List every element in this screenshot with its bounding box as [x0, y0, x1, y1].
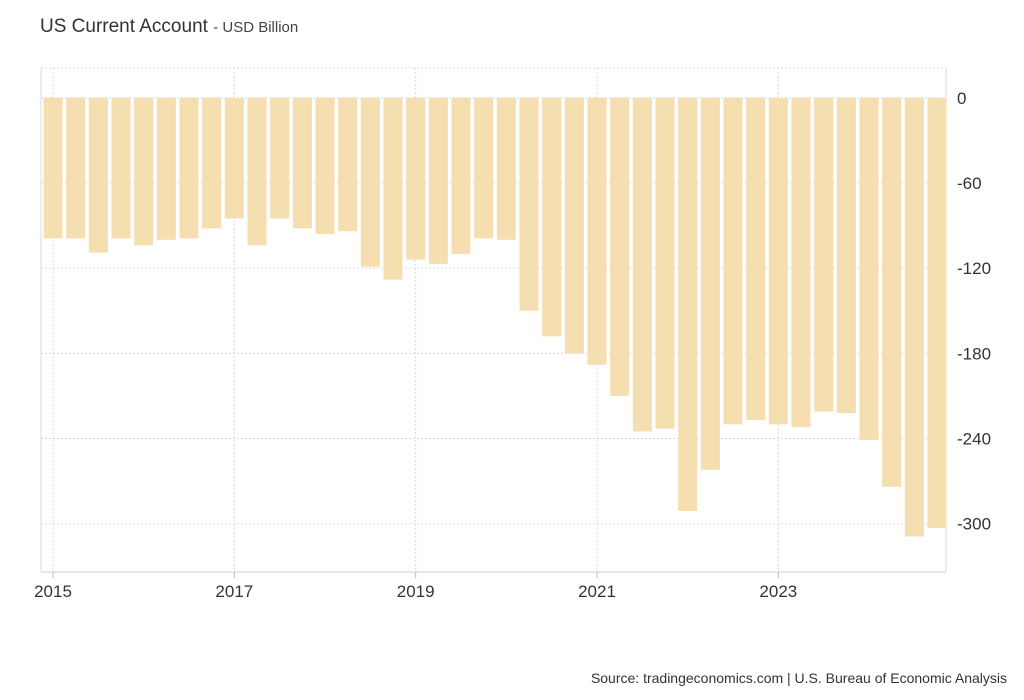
bar: [632, 97, 652, 432]
bar: [179, 97, 199, 239]
bar: [428, 97, 448, 264]
bar: [43, 97, 63, 239]
bar: [655, 97, 675, 429]
x-tick-label: 2023: [759, 582, 797, 601]
y-tick-label: -300: [957, 515, 991, 534]
bar: [315, 97, 335, 235]
x-tick-label: 2015: [34, 582, 72, 601]
bar: [88, 97, 108, 253]
bar: [134, 97, 154, 246]
x-tick-label: 2019: [397, 582, 435, 601]
y-tick-label: -60: [957, 174, 982, 193]
bar: [564, 97, 584, 354]
bar: [156, 97, 176, 240]
y-tick-label: -180: [957, 344, 991, 363]
bar: [723, 97, 743, 425]
bar: [791, 97, 811, 428]
bar: [836, 97, 856, 413]
bar: [927, 97, 947, 528]
bar: [859, 97, 879, 440]
bar: [519, 97, 539, 311]
bar: [292, 97, 312, 229]
bar: [451, 97, 471, 254]
bar: [587, 97, 607, 365]
x-tick-label: 2021: [578, 582, 616, 601]
bar: [496, 97, 516, 240]
bar: [66, 97, 86, 239]
bar: [224, 97, 244, 219]
bar: [383, 97, 403, 280]
bar: [610, 97, 630, 396]
y-tick-label: 0: [957, 89, 966, 108]
bar: [202, 97, 222, 229]
bar: [746, 97, 766, 421]
bar: [406, 97, 426, 260]
y-tick-label: -120: [957, 259, 991, 278]
bar: [814, 97, 834, 412]
bar: [338, 97, 358, 232]
y-tick-label: -240: [957, 430, 991, 449]
bar: [542, 97, 562, 337]
bar: [700, 97, 720, 470]
chart-title-text: US Current Account: [40, 16, 208, 37]
bar: [678, 97, 698, 511]
bar: [882, 97, 902, 487]
source-note: Source: tradingeconomics.com | U.S. Bure…: [590, 670, 1007, 686]
bar: [474, 97, 494, 239]
chart-subtitle: - USD Billion: [213, 19, 299, 36]
x-tick-label: 2017: [215, 582, 253, 601]
bar: [247, 97, 267, 246]
bar: [111, 97, 131, 239]
chart-title: US Current Account - USD Billion: [40, 16, 298, 38]
bar: [904, 97, 924, 537]
bar: [768, 97, 788, 425]
bar: [270, 97, 290, 219]
bar: [360, 97, 380, 267]
